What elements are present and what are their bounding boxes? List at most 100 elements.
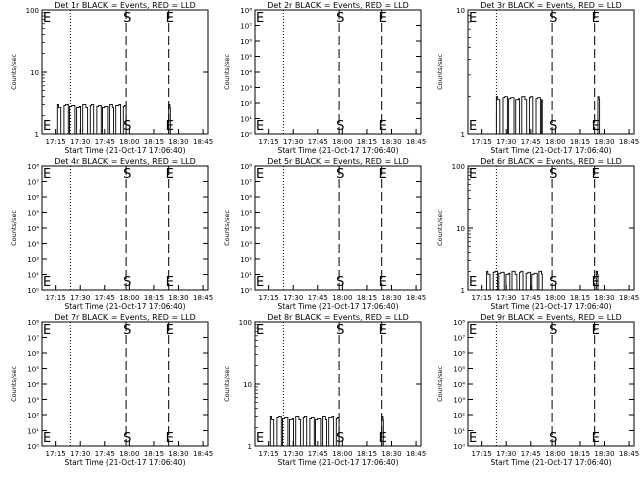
panel-2-ytick-label: 10³ [240, 85, 252, 93]
panel-8-xtick-label: 18:15 [357, 450, 377, 458]
panel-9-ytick-label: 10⁷ [453, 335, 465, 343]
panel-7-ytick-label: 10⁰ [27, 443, 39, 451]
panel-8-xtick-label: 18:45 [406, 450, 426, 458]
panel-5-marker-label-bottom: S [336, 275, 344, 290]
panel-6-marker-label-top: S [549, 167, 557, 182]
panel-8-ytick-label: 1 [248, 443, 252, 451]
panel-4-marker-label-top: E [166, 167, 174, 182]
panel-8-marker-label-bottom: E [256, 431, 264, 446]
panel-8-marker-label-bottom: E [379, 431, 387, 446]
panel-7-ytick-label: 10³ [27, 397, 39, 405]
panel-1-ytick-label: 1 [35, 131, 39, 139]
panel-6-xtick-label: 18:00 [545, 294, 565, 302]
panel-9-ytick-label: 10⁸ [453, 319, 465, 327]
panel-9-ytick-label: 10² [453, 412, 465, 420]
panel-3-marker-label-bottom: E [592, 119, 600, 134]
panel-6-xtick-label: 17:45 [521, 294, 541, 302]
panel-2-ytick-label: 10² [240, 100, 252, 108]
panel-9-xtick-label: 18:45 [619, 450, 639, 458]
panel-7-ytick-label: 10⁸ [27, 319, 39, 327]
panel-4-ytick-label: 10³ [27, 241, 39, 249]
panel-7-xtick-label: 18:00 [119, 450, 139, 458]
panel-7-xtick-label: 18:30 [168, 450, 188, 458]
panel-5-marker-label-top: S [336, 167, 344, 182]
panel-4-marker-label-top: S [123, 167, 131, 182]
panel-6-marker-label-bottom: S [549, 275, 557, 290]
panel-5-title: Det 5r BLACK = Events, RED = LLD [267, 157, 409, 166]
panel-8-xtick-label: 18:00 [332, 450, 352, 458]
panel-1-xlabel: Start Time (21-Oct-17 17:06:40) [64, 146, 185, 155]
panel-6-title: Det 6r BLACK = Events, RED = LLD [480, 157, 622, 166]
panel-8-events-trace [381, 415, 384, 447]
panel-5-xlabel: Start Time (21-Oct-17 17:06:40) [277, 302, 398, 311]
panel-2-xtick-label: 18:30 [381, 138, 401, 146]
panel-8-marker-label-top: E [256, 323, 264, 338]
panel-4-title: Det 4r BLACK = Events, RED = LLD [54, 157, 196, 166]
panel-1-events-trace [168, 103, 171, 135]
panel-7-title: Det 7r BLACK = Events, RED = LLD [54, 313, 196, 322]
panel-6-xtick-label: 18:30 [594, 294, 614, 302]
panel-3-xtick-label: 18:00 [545, 138, 565, 146]
panel-3-ylabel: Counts/sec [436, 54, 444, 90]
panel-9-marker-label-bottom: E [592, 431, 600, 446]
panel-3-ytick-label: 1 [461, 131, 465, 139]
panel-3-marker-label-top: E [469, 11, 477, 26]
panel-1-xtick-label: 18:30 [168, 138, 188, 146]
panel-7-xtick-label: 17:15 [46, 450, 66, 458]
panel-2-ytick-label: 10⁶ [240, 38, 252, 46]
panel-9-xtick-label: 18:00 [545, 450, 565, 458]
panel-8-events-trace [269, 415, 340, 447]
panel-1-ylabel: Counts/sec [10, 54, 18, 90]
panel-3-events-trace [495, 96, 543, 135]
panel-3-marker-label-top: S [549, 11, 557, 26]
panel-4-ytick-label: 10⁰ [27, 287, 39, 295]
panel-8-xtick-label: 18:30 [381, 450, 401, 458]
panel-6-xtick-label: 17:15 [472, 294, 492, 302]
panel-4-ytick-label: 10⁵ [27, 210, 39, 218]
panel-7-ytick-label: 10⁵ [27, 366, 39, 374]
panel-7-xtick-label: 18:15 [144, 450, 164, 458]
panel-5-ytick-label: 10⁰ [240, 287, 252, 295]
panel-2-xtick-label: 17:45 [308, 138, 328, 146]
panel-6-plot-frame [467, 165, 635, 291]
panel-4-xtick-label: 17:30 [70, 294, 90, 302]
panel-4-marker-label-bottom: E [43, 275, 51, 290]
panel-4-ytick-label: 10⁴ [27, 225, 39, 233]
panel-5-ytick-label: 10¹ [240, 272, 252, 280]
panel-8-marker-label-top: S [336, 323, 344, 338]
panel-8-xlabel: Start Time (21-Oct-17 17:06:40) [277, 458, 398, 467]
panel-4-ytick-label: 10¹ [27, 272, 39, 280]
panel-8-ylabel: Counts/sec [223, 366, 231, 402]
panel-2-xtick-label: 18:00 [332, 138, 352, 146]
panel-8-ytick-label: 100 [239, 319, 252, 327]
panel-4-ytick-label: 10⁶ [27, 194, 39, 202]
panel-7-ylabel: Counts/sec [10, 366, 18, 402]
panel-5-marker-label-top: E [379, 167, 387, 182]
panel-2-marker-label-top: E [256, 11, 264, 26]
panel-3-xtick-label: 18:45 [619, 138, 639, 146]
panel-2-title: Det 2r BLACK = Events, RED = LLD [267, 1, 409, 10]
panel-4-ytick-label: 10² [27, 256, 39, 264]
panel-1-xtick-label: 17:30 [70, 138, 90, 146]
panel-1-title: Det 1r BLACK = Events, RED = LLD [54, 1, 196, 10]
panel-4-marker-label-bottom: S [123, 275, 131, 290]
panel-6-xtick-label: 18:15 [570, 294, 590, 302]
panel-6-marker-label-top: E [469, 167, 477, 182]
panel-7-marker-label-bottom: E [166, 431, 174, 446]
panel-6-ytick-label: 10 [456, 225, 465, 233]
panel-3-xtick-label: 18:15 [570, 138, 590, 146]
panel-9-marker-label-bottom: S [549, 431, 557, 446]
panel-9-xtick-label: 18:15 [570, 450, 590, 458]
panel-5-xtick-label: 17:15 [259, 294, 279, 302]
panel-1-events-trace [56, 103, 127, 135]
panel-1-plot-frame [41, 9, 209, 135]
panel-7-xtick-label: 17:45 [95, 450, 115, 458]
panel-2-xtick-label: 17:15 [259, 138, 279, 146]
panel-1-xtick-label: 17:45 [95, 138, 115, 146]
panel-2-ytick-label: 10⁰ [240, 131, 252, 139]
panel-4-xtick-label: 18:30 [168, 294, 188, 302]
panel-1-marker-label-top: S [123, 11, 131, 26]
panel-5-ytick-label: 10² [240, 256, 252, 264]
panel-7-marker-label-bottom: S [123, 431, 131, 446]
panel-6-marker-label-top: E [592, 167, 600, 182]
